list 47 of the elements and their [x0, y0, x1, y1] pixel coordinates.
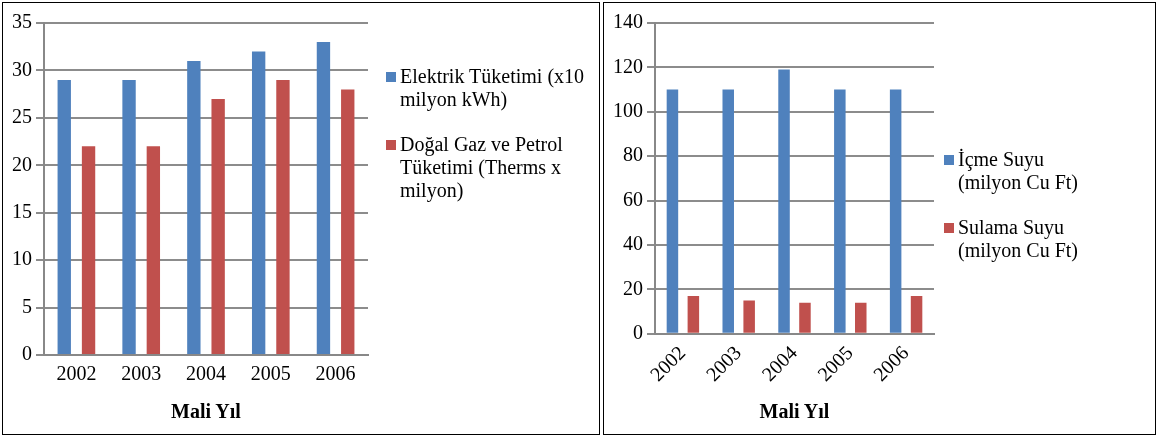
- legend-label: Elektrik Tüketimi (x10 milyon kWh): [400, 65, 586, 111]
- y-tick-label: 10: [12, 247, 32, 270]
- y-tick-label: 20: [12, 152, 32, 175]
- y-tick-label: 60: [623, 187, 643, 210]
- x-tick-label: 2003: [121, 362, 162, 385]
- x-tick-label: 2002: [56, 362, 97, 385]
- bar: [211, 98, 225, 354]
- y-tick-label: 100: [613, 99, 643, 122]
- y-tick-label: 40: [623, 232, 643, 255]
- bar: [146, 146, 161, 354]
- y-tick-label: 30: [12, 57, 32, 80]
- y-tick-label: 0: [22, 342, 32, 365]
- legend-label: Doğal Gaz ve Petrol Tüketimi (Therms x milyon): [400, 133, 564, 202]
- bar: [722, 89, 734, 333]
- bar: [778, 69, 790, 333]
- y-tick-label: 15: [12, 199, 32, 222]
- bar: [855, 302, 867, 333]
- x-axis-title: Mali Yıl: [171, 400, 242, 423]
- bar: [799, 302, 811, 333]
- bar: [687, 296, 700, 333]
- bar: [834, 89, 846, 333]
- y-tick-label: 5: [22, 294, 32, 317]
- bar: [251, 51, 266, 354]
- legend-label: Sulama Suyu (milyon Cu Ft): [958, 216, 1079, 262]
- bar: [316, 41, 331, 354]
- bar: [666, 89, 679, 333]
- x-tick-label: 2005: [250, 362, 291, 385]
- y-tick-label: 20: [623, 276, 643, 299]
- y-tick-label: 25: [12, 105, 32, 128]
- x-axis-title: Mali Yıl: [759, 400, 830, 423]
- bar: [187, 60, 201, 354]
- bar: [341, 89, 355, 354]
- bar: [743, 300, 755, 333]
- bar: [276, 79, 290, 354]
- bar: [122, 79, 136, 354]
- y-tick-label: 120: [613, 54, 643, 77]
- bar: [889, 89, 902, 333]
- x-tick-label: 2004: [186, 362, 226, 385]
- y-tick-label: 35: [12, 10, 32, 33]
- legend-label: İçme Suyu (milyon Cu Ft): [958, 148, 1079, 194]
- y-tick-label: 0: [633, 321, 643, 343]
- bar: [57, 79, 71, 354]
- y-tick-label: 80: [623, 143, 643, 166]
- y-tick-label: 140: [613, 10, 643, 33]
- bar: [81, 146, 96, 354]
- x-tick-label: 2006: [315, 362, 356, 385]
- bar: [910, 296, 923, 333]
